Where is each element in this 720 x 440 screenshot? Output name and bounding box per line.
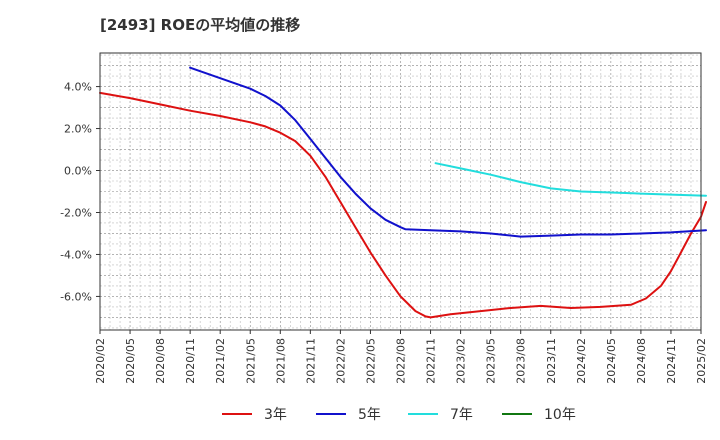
x-tick-label: 2021/02 [214,338,227,384]
y-tick-label: 4.0% [64,81,92,94]
x-tick-label: 2023/02 [455,338,468,384]
y-tick-label: -6.0% [60,290,92,303]
x-tick-label: 2023/08 [515,338,528,384]
y-tick-label: -4.0% [60,248,92,261]
x-tick-label: 2020/05 [124,338,137,384]
legend-label-2: 7年 [450,407,473,423]
x-tick-label: 2024/11 [665,338,678,384]
x-tick-label: 2021/05 [244,338,257,384]
x-tick-label: 2024/02 [575,338,588,384]
x-tick-label: 2023/11 [545,338,558,384]
x-tick-label: 2020/11 [184,338,197,384]
x-tick-label: 2024/05 [605,338,618,384]
legend-label-1: 5年 [358,407,381,423]
x-tick-label: 2024/08 [635,338,648,384]
x-tick-label: 2021/08 [274,338,287,384]
series-lines [99,66,707,319]
legend-label-3: 10年 [544,407,576,423]
x-tick-label: 2022/11 [425,338,438,384]
x-tick-label: 2020/02 [94,338,107,384]
series-line-2 [434,162,707,197]
series-line-1 [189,66,707,238]
y-tick-label: 2.0% [64,123,92,136]
grid-layer [99,53,702,330]
x-tick-label: 2022/05 [364,338,377,384]
x-tick-label: 2022/02 [334,338,347,384]
x-tick-label: 2020/08 [154,338,167,384]
legend-label-0: 3年 [264,407,287,423]
x-tick-label: 2023/05 [485,338,498,384]
chart-title: [2493] ROEの平均値の推移 [100,16,301,34]
y-tick-label: -2.0% [60,206,92,219]
legend: 3年 5年 7年 10年 [222,407,576,423]
x-tick-label: 2025/02 [695,338,708,384]
x-tick-label: 2022/08 [395,338,408,384]
y-tick-label: 0.0% [64,165,92,178]
x-tick-label: 2021/11 [304,338,317,384]
series-line-0 [99,91,707,319]
axes: 4.0% 2.0% 0.0% -2.0% -4.0% -6.0% 2020/02 2020/0… [60,52,708,384]
